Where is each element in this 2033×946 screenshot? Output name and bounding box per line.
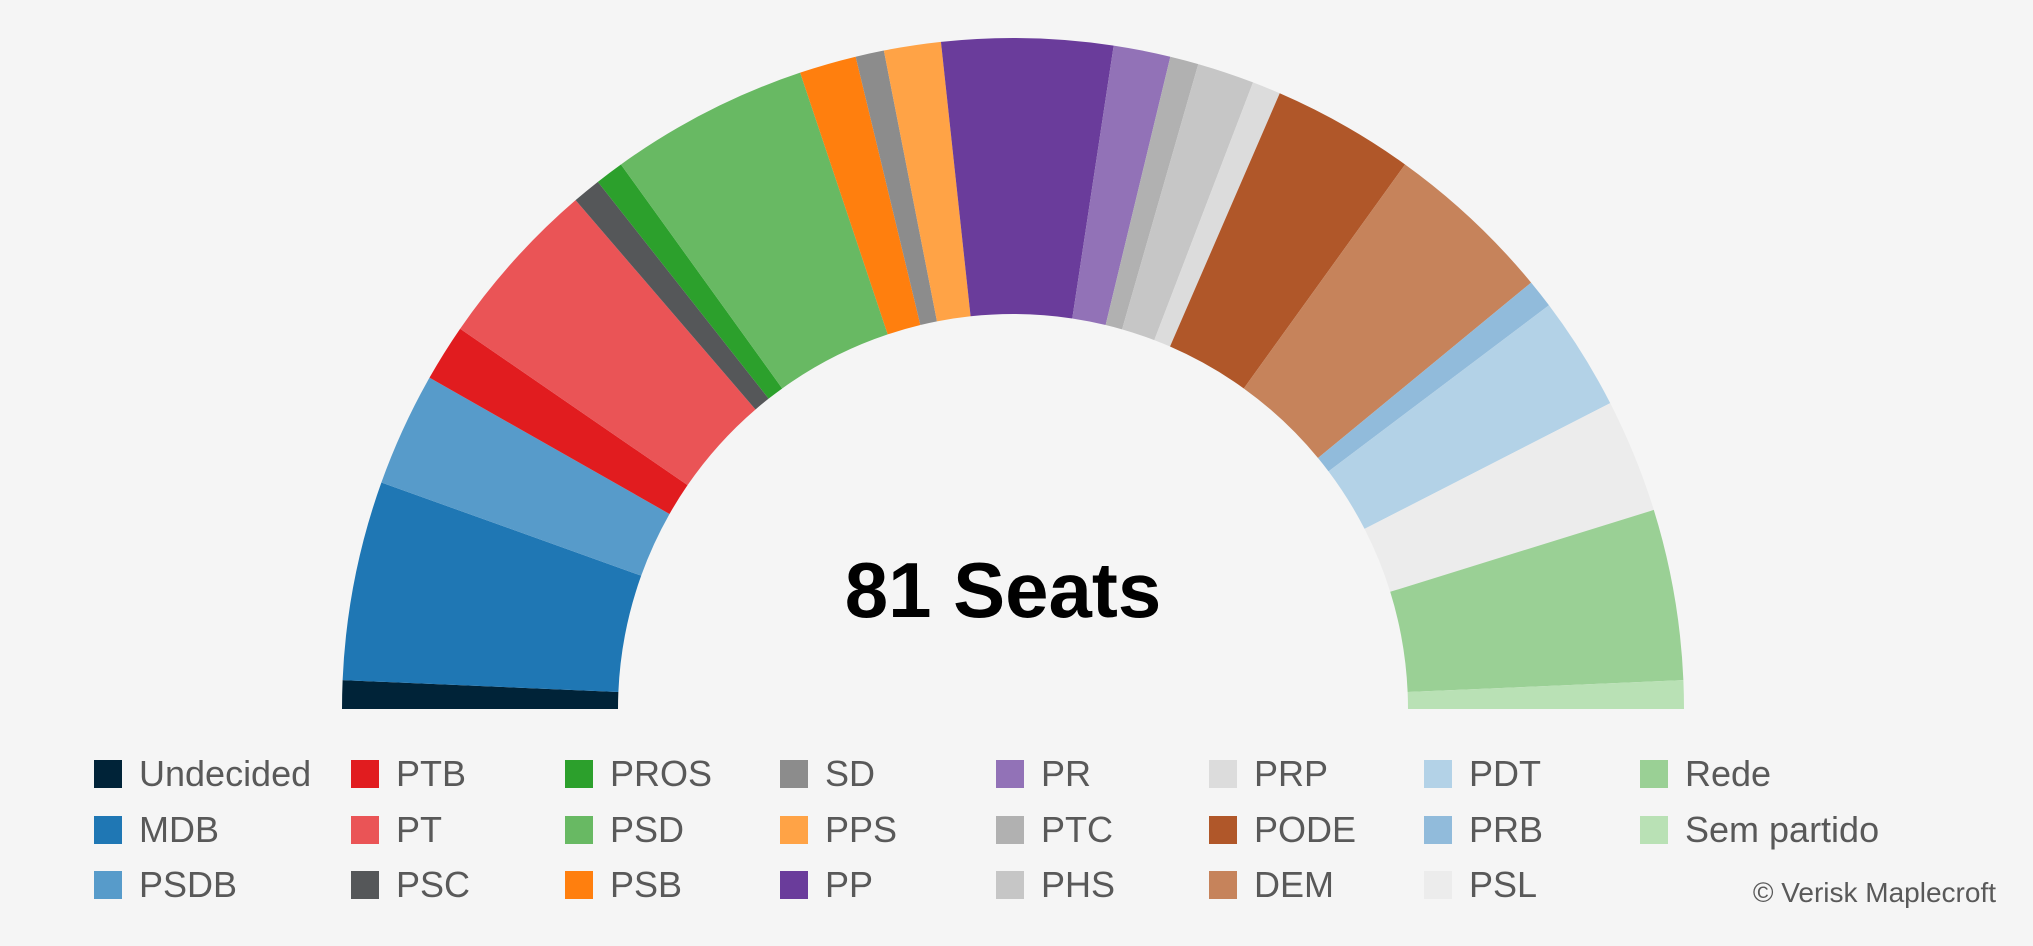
seat-arcs xyxy=(342,38,1684,709)
arc-segment-rede xyxy=(1390,509,1684,693)
legend-item-phs: PHS xyxy=(996,864,1116,905)
legend-item-undecided: Undecided xyxy=(94,753,312,794)
legend-item-psc: PSC xyxy=(351,864,471,905)
legend-item-pps: PPS xyxy=(780,809,898,850)
arc-segment-undecided xyxy=(342,680,619,709)
legend-item-psdb: PSDB xyxy=(94,864,238,905)
legend-swatch xyxy=(565,816,593,844)
legend-label: PPS xyxy=(825,809,898,850)
arc-segment-sd xyxy=(855,50,937,326)
legend-item-psd: PSD xyxy=(565,809,685,850)
legend-label: PSB xyxy=(610,864,683,905)
copyright-notice: © Verisk Maplecroft xyxy=(1752,877,1996,908)
arc-segment-dem xyxy=(1243,164,1532,459)
total-seats-label: 81 Seats xyxy=(845,546,1162,634)
legend-label: PHS xyxy=(1041,864,1116,905)
legend-item-pp: PP xyxy=(780,864,874,905)
legend-swatch xyxy=(351,760,379,788)
legend-item-pt: PT xyxy=(351,809,443,850)
arc-segment-psd xyxy=(620,72,888,389)
legend-item-pr: PR xyxy=(996,753,1092,794)
legend-item-pode: PODE xyxy=(1209,809,1357,850)
arc-segment-pp xyxy=(940,38,1114,319)
legend-label: PP xyxy=(825,864,874,905)
legend-swatch xyxy=(94,816,122,844)
legend-label: PDT xyxy=(1469,753,1541,794)
legend-swatch xyxy=(94,871,122,899)
legend-swatch xyxy=(1209,760,1237,788)
arc-segment-prp xyxy=(1154,82,1280,347)
arc-segment-mdb xyxy=(342,482,642,693)
legend-label: Undecided xyxy=(139,753,312,794)
legend-label: PODE xyxy=(1254,809,1357,850)
legend-label: PSD xyxy=(610,809,685,850)
legend-swatch xyxy=(1424,760,1452,788)
legend-swatch xyxy=(1209,816,1237,844)
legend-item-sem-partido: Sem partido xyxy=(1640,809,1880,850)
legend-item-psl: PSL xyxy=(1424,864,1538,905)
legend-swatch xyxy=(780,760,808,788)
legend-swatch xyxy=(1640,760,1668,788)
legend-item-psb: PSB xyxy=(565,864,683,905)
legend-item-pdt: PDT xyxy=(1424,753,1541,794)
legend-item-pros: PROS xyxy=(565,753,713,794)
arc-segment-psb xyxy=(800,56,921,335)
legend-label: PROS xyxy=(610,753,713,794)
legend-label: PR xyxy=(1041,753,1092,794)
legend-swatch xyxy=(996,871,1024,899)
legend-swatch xyxy=(1424,816,1452,844)
legend-swatch xyxy=(94,760,122,788)
arc-segment-pps xyxy=(883,41,971,322)
arc-segment-prb xyxy=(1318,282,1549,472)
legend-swatch xyxy=(780,871,808,899)
legend-item-dem: DEM xyxy=(1209,864,1334,905)
legend-label: PRP xyxy=(1254,753,1329,794)
legend-label: PSDB xyxy=(139,864,238,905)
arc-segment-pdt xyxy=(1328,305,1611,529)
arc-segment-pt xyxy=(460,200,756,486)
legend-item-prp: PRP xyxy=(1209,753,1329,794)
legend-label: PRB xyxy=(1469,809,1544,850)
legend-swatch xyxy=(1424,871,1452,899)
legend-swatch xyxy=(996,760,1024,788)
legend-item-rede: Rede xyxy=(1640,753,1772,794)
legend-swatch xyxy=(351,816,379,844)
legend-swatch xyxy=(1640,816,1668,844)
legend-label: PTC xyxy=(1041,809,1113,850)
legend-item-prb: PRB xyxy=(1424,809,1544,850)
legend-item-ptb: PTB xyxy=(351,753,467,794)
legend-label: PSC xyxy=(396,864,471,905)
legend-label: Sem partido xyxy=(1685,809,1880,850)
legend-label: PTB xyxy=(396,753,467,794)
arc-segment-pode xyxy=(1170,93,1406,389)
legend-swatch xyxy=(351,871,379,899)
legend-label: Rede xyxy=(1685,753,1772,794)
legend-swatch xyxy=(565,871,593,899)
arc-segment-psc xyxy=(575,181,769,410)
legend-label: PSL xyxy=(1469,864,1538,905)
legend-label: MDB xyxy=(139,809,219,850)
legend-swatch xyxy=(1209,871,1237,899)
legend-swatch xyxy=(565,760,593,788)
legend-swatch xyxy=(780,816,808,844)
legend: Undecided MDB PSDB PTB PT PSC PROS PSD PSB SD PPS P… xyxy=(94,753,1994,924)
legend-item-sd: SD xyxy=(780,753,876,794)
legend-swatch xyxy=(996,816,1024,844)
legend-label: PT xyxy=(396,809,443,850)
arc-segment-phs xyxy=(1122,64,1254,341)
legend-item-ptc: PTC xyxy=(996,809,1113,850)
legend-label: DEM xyxy=(1254,864,1334,905)
legend-item-mdb: MDB xyxy=(94,809,219,850)
arc-segment-ptb xyxy=(429,328,688,514)
arc-segment-psdb xyxy=(381,377,670,576)
legend-label: SD xyxy=(825,753,876,794)
arc-segment-psl xyxy=(1364,403,1654,592)
arc-segment-pr xyxy=(1072,45,1171,326)
arc-segment-pros xyxy=(597,164,783,399)
arc-segment-ptc xyxy=(1105,56,1199,330)
arc-segment-sem-partido xyxy=(1407,680,1684,709)
